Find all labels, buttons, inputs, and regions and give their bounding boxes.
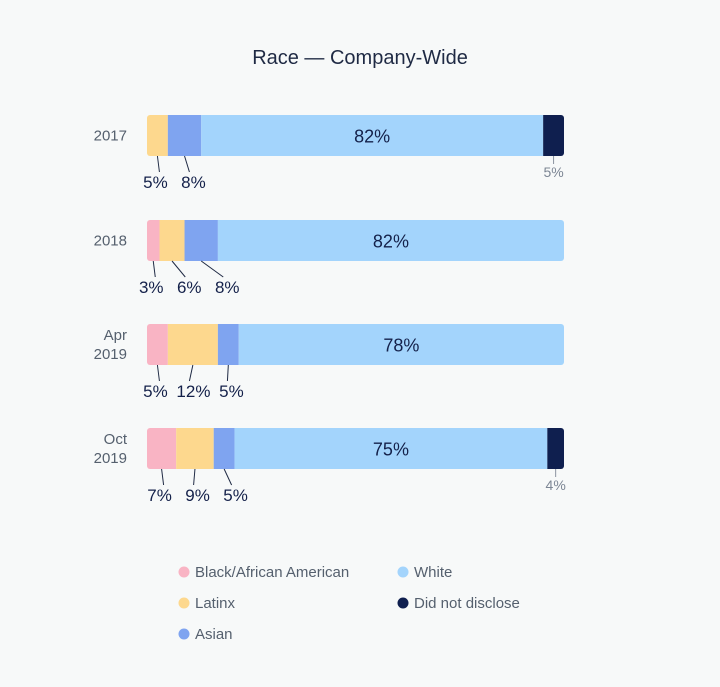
data-label: 5% — [143, 173, 168, 192]
legend-swatch — [397, 597, 409, 609]
bar-segment — [213, 428, 235, 469]
bar-segment — [147, 115, 168, 156]
bar-segment — [147, 220, 160, 261]
category-label: 2019 — [94, 450, 127, 467]
legend-swatch — [178, 628, 190, 640]
leader-line — [200, 260, 224, 278]
data-label: 8% — [215, 278, 240, 297]
legend-swatch — [397, 566, 409, 578]
bar-segment — [167, 115, 202, 156]
bar-segment — [201, 115, 544, 156]
legend-label: Black/African American — [195, 564, 349, 581]
data-label: 6% — [177, 278, 202, 297]
bar-segment — [147, 324, 168, 365]
bar-group — [147, 115, 564, 156]
bar-segment — [217, 324, 239, 365]
data-label: 78% — [383, 336, 419, 356]
data-label: 82% — [373, 232, 409, 252]
data-label: 9% — [185, 486, 210, 505]
legend-label: White — [414, 564, 452, 581]
bar-group — [147, 220, 564, 261]
data-label: 82% — [354, 127, 390, 147]
leader-line — [223, 468, 233, 486]
bar-segment — [167, 324, 218, 365]
leader-line — [184, 155, 190, 173]
leader-line — [156, 155, 160, 173]
data-label: 4% — [546, 477, 566, 493]
bar-segment — [238, 324, 564, 365]
bar-segment — [147, 428, 177, 469]
leader-line — [193, 468, 196, 486]
bar-segment — [234, 428, 548, 469]
bar-segment — [176, 428, 214, 469]
bar-group — [147, 324, 564, 365]
bar-segment — [547, 428, 564, 469]
chart-title: Race — Company-Wide — [252, 47, 468, 69]
category-label: Apr — [104, 327, 127, 344]
legend-swatch — [178, 566, 190, 578]
bar-segment — [217, 220, 564, 261]
leader-line — [188, 364, 194, 382]
data-label: 7% — [147, 486, 172, 505]
data-label: 5% — [143, 382, 168, 401]
data-label: 5% — [219, 382, 244, 401]
data-label: 5% — [223, 486, 248, 505]
category-label: 2018 — [94, 233, 127, 250]
data-label: 12% — [176, 382, 210, 401]
bar-segment — [184, 220, 218, 261]
bar-segment — [543, 115, 564, 156]
category-label: 2019 — [94, 346, 127, 363]
legend-label: Asian — [195, 626, 233, 643]
category-label: 2017 — [94, 128, 127, 145]
category-label: Oct — [104, 431, 128, 448]
bar-segment — [159, 220, 185, 261]
legend-label: Did not disclose — [414, 595, 520, 612]
leader-line — [152, 260, 156, 278]
bar-group — [147, 428, 564, 469]
data-label: 8% — [181, 173, 206, 192]
legend-swatch — [178, 597, 190, 609]
data-label: 3% — [139, 278, 164, 297]
leader-line — [161, 468, 165, 486]
leader-line — [171, 260, 186, 278]
leader-line — [226, 364, 229, 382]
leader-line — [156, 364, 160, 382]
data-label: 5% — [543, 164, 563, 180]
legend-label: Latinx — [195, 595, 236, 612]
data-label: 75% — [373, 440, 409, 460]
